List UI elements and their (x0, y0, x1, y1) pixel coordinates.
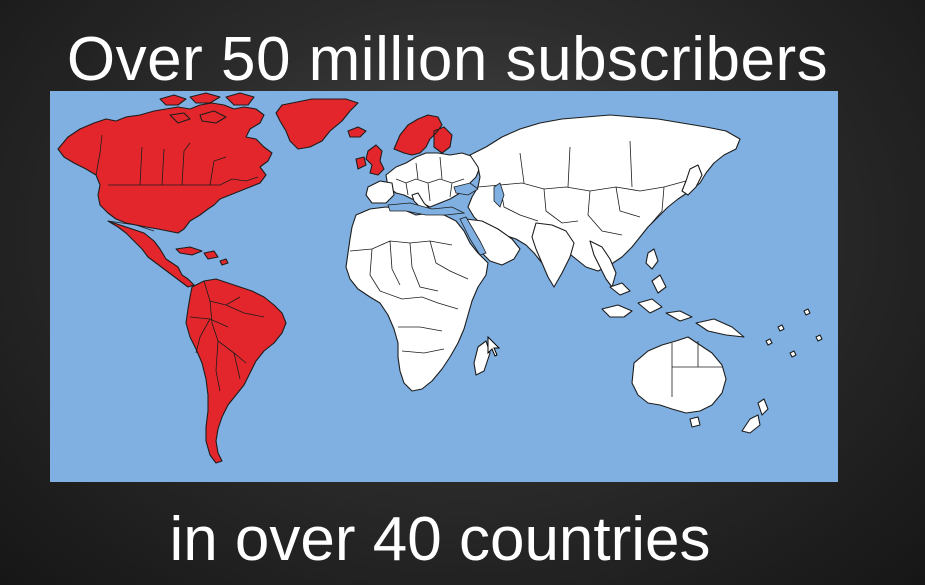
world-map (50, 91, 838, 482)
region-united-kingdom (365, 144, 385, 176)
region-ireland (355, 156, 367, 170)
region-caribbean (175, 246, 229, 266)
region-new-zealand (741, 398, 769, 434)
region-europe (385, 152, 481, 208)
border-usa-mexico (107, 220, 155, 232)
region-australia (631, 336, 727, 414)
sea-caspian (493, 182, 505, 208)
border-asia-countries (477, 140, 687, 236)
region-south-america (185, 278, 287, 464)
slide-headline: Over 50 million subscribers (66, 25, 829, 94)
region-pacific-islands (765, 308, 823, 358)
region-arctic-islands (159, 92, 255, 124)
border-africa-countries (349, 240, 469, 354)
cursor-arrow-icon (487, 336, 501, 357)
region-indonesia (601, 274, 745, 338)
region-north-america (57, 102, 273, 234)
border-australia-states (671, 341, 722, 397)
region-greenland (275, 98, 359, 150)
border-usa-canada (108, 176, 259, 186)
sea-red (459, 216, 487, 256)
region-tasmania (689, 416, 701, 428)
region-india (531, 222, 575, 288)
sea-mediterranean (387, 202, 466, 216)
region-iceland (347, 126, 367, 138)
border-south-america-countries (189, 280, 265, 392)
region-madagascar (473, 340, 491, 376)
border-europe-countries (395, 156, 465, 202)
region-central-america (107, 220, 195, 288)
region-iberia (365, 180, 395, 204)
region-nordic (393, 114, 453, 156)
region-japan (681, 164, 703, 196)
region-africa (345, 206, 489, 392)
slide-footline: in over 40 countries (169, 505, 711, 574)
region-philippines (645, 248, 659, 270)
sea-black (453, 182, 479, 196)
world-map-svg (57, 92, 823, 464)
border-alaska (95, 134, 103, 176)
border-canada-provinces (139, 142, 227, 186)
